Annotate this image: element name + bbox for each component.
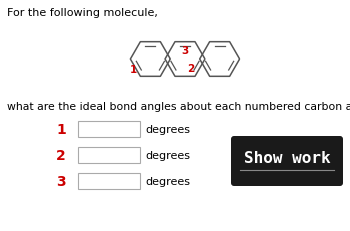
Text: 2: 2 (56, 148, 66, 162)
Text: degrees: degrees (145, 176, 190, 186)
Text: degrees: degrees (145, 150, 190, 160)
FancyBboxPatch shape (78, 122, 140, 137)
Text: 1: 1 (56, 122, 66, 137)
Text: For the following molecule,: For the following molecule, (7, 8, 158, 18)
Text: what are the ideal bond angles about each numbered carbon atom?: what are the ideal bond angles about eac… (7, 102, 350, 112)
Text: 1: 1 (130, 65, 137, 75)
Text: Show work: Show work (244, 151, 330, 166)
FancyBboxPatch shape (78, 147, 140, 163)
Text: degrees: degrees (145, 125, 190, 134)
FancyBboxPatch shape (78, 173, 140, 189)
FancyBboxPatch shape (231, 137, 343, 186)
Text: 3: 3 (56, 174, 66, 188)
Text: 2: 2 (187, 64, 194, 74)
Text: 3: 3 (181, 46, 189, 55)
